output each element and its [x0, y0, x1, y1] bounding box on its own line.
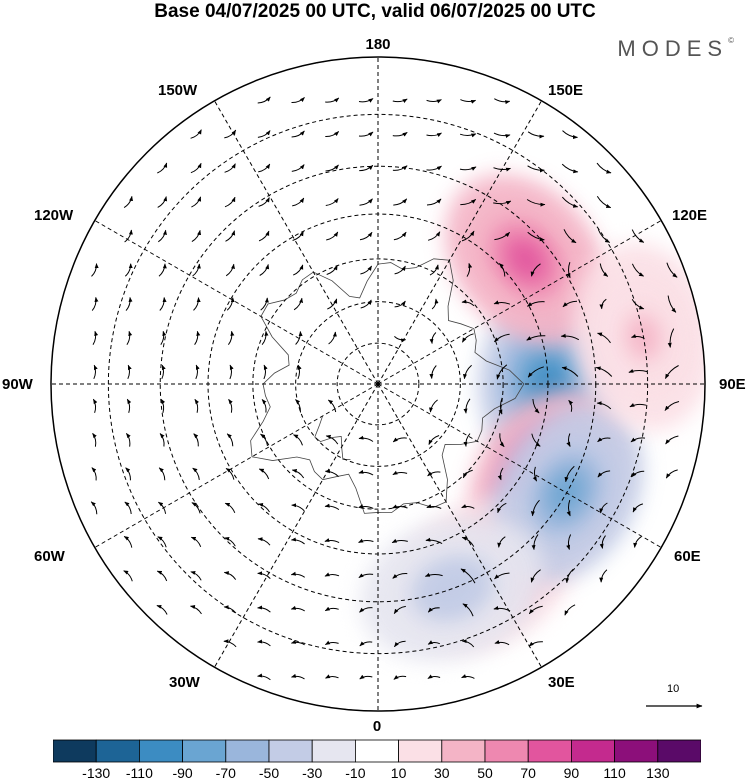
- polar-map: [50, 56, 706, 712]
- colorbar-tick-label: -50: [259, 765, 279, 781]
- colorbar-swatch: [96, 740, 139, 762]
- colorbar-swatch: [658, 740, 701, 762]
- colorbar-swatch: [615, 740, 658, 762]
- colorbar-swatch: [312, 740, 355, 762]
- colorbar-tick-label: 90: [564, 765, 580, 781]
- lon-label-180: 180: [365, 36, 390, 54]
- colorbar-tick-label: 110: [603, 765, 625, 781]
- brand-mark: ©: [728, 36, 734, 45]
- colorbar-tick-label: 50: [477, 765, 493, 781]
- colorbar-swatch: [269, 740, 312, 762]
- colorbar-tick-label: -10: [345, 765, 365, 781]
- colorbar: [53, 739, 701, 763]
- reference-vector-label: 10: [667, 683, 679, 695]
- colorbar-tick-label: 10: [391, 765, 407, 781]
- colorbar-swatch: [183, 740, 226, 762]
- colorbar-swatch: [226, 740, 269, 762]
- colorbar-swatch: [571, 740, 614, 762]
- colorbar-swatch: [139, 740, 182, 762]
- lon-label-0: 0: [373, 718, 381, 736]
- colorbar-swatch: [53, 740, 96, 762]
- colorbar-tick-label: -90: [172, 765, 192, 781]
- colorbar-swatch: [485, 740, 528, 762]
- colorbar-swatch: [442, 740, 485, 762]
- colorbar-tick-label: 30: [434, 765, 450, 781]
- reference-vector-arrow: [640, 698, 710, 714]
- lon-label-90e: 90E: [719, 376, 746, 394]
- colorbar-tick-label: -70: [216, 765, 236, 781]
- colorbar-tick-label: -30: [302, 765, 322, 781]
- colorbar-tick-label: 70: [520, 765, 536, 781]
- colorbar-swatch: [399, 740, 442, 762]
- colorbar-tick-label: -110: [126, 765, 153, 781]
- colorbar-tick-label: -130: [82, 765, 110, 781]
- colorbar-tick-label: 130: [646, 765, 669, 781]
- map-title: Base 04/07/2025 00 UTC, valid 06/07/2025…: [0, 0, 750, 24]
- colorbar-swatch: [528, 740, 571, 762]
- colorbar-swatch: [355, 740, 398, 762]
- lon-label-90w: 90W: [2, 376, 33, 394]
